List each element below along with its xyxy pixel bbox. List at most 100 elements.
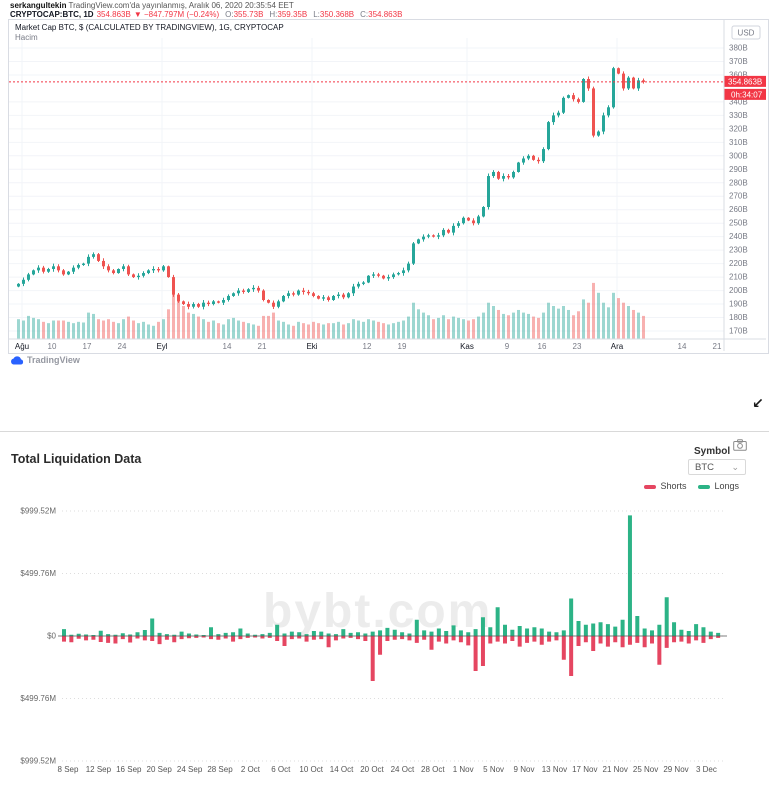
candle-body <box>507 176 510 178</box>
short-bar <box>91 636 96 640</box>
longs-swatch <box>698 484 711 489</box>
price-axis-label: 290B <box>729 165 748 174</box>
short-bar <box>547 636 552 642</box>
volume-bar <box>497 309 500 339</box>
time-axis-label: 24 <box>118 342 127 351</box>
candle-body <box>202 302 205 307</box>
short-bar <box>135 636 140 639</box>
resize-arrow-icon[interactable]: ↙ <box>752 395 764 411</box>
short-bar <box>98 636 103 642</box>
time-axis-label: 19 <box>398 342 407 351</box>
time-axis-label: 24 Sep <box>177 765 203 774</box>
candle-body <box>467 217 470 221</box>
long-bar <box>106 634 111 636</box>
short-bar <box>694 636 699 641</box>
camera-icon[interactable] <box>733 438 747 451</box>
legend-item-shorts[interactable]: Shorts <box>644 481 686 491</box>
long-bar <box>333 634 338 636</box>
volume-bar <box>337 321 340 339</box>
candle-body <box>417 239 420 244</box>
tradingview-cloud-icon <box>11 355 24 364</box>
legend-item-longs[interactable]: Longs <box>698 481 739 491</box>
volume-bar <box>552 306 555 339</box>
candle-body <box>87 256 90 264</box>
candle-body <box>27 274 30 280</box>
volume-bar <box>502 313 505 339</box>
long-bar <box>451 625 456 636</box>
candle-body <box>637 80 640 89</box>
volume-bar <box>242 321 245 339</box>
candle-body <box>217 301 220 303</box>
volume-bar <box>277 320 280 339</box>
long-bar <box>297 632 302 636</box>
volume-bar <box>247 323 250 339</box>
candle-body <box>67 271 70 275</box>
tradingview-logo-text: TradingView <box>27 355 80 365</box>
chart-legend[interactable]: Market Cap BTC, $ (CALCULATED BY TRADING… <box>15 23 284 43</box>
long-bar <box>436 628 441 636</box>
long-bar <box>363 633 368 636</box>
candle-body <box>92 254 95 257</box>
symbol-select[interactable]: BTC ⌄ <box>688 459 746 475</box>
time-axis-label: 21 <box>258 342 267 351</box>
candle-body <box>482 207 485 217</box>
volume-bar <box>292 325 295 339</box>
candle-body <box>242 290 245 292</box>
volume-bar <box>102 320 105 339</box>
candle-body <box>577 99 580 102</box>
short-bar <box>370 636 375 681</box>
short-bar <box>605 636 610 647</box>
volume-bar <box>617 298 620 339</box>
long-bar <box>532 627 537 636</box>
short-bar <box>282 636 287 646</box>
short-bar <box>341 636 346 639</box>
long-bar <box>672 622 677 636</box>
candle-body <box>97 254 100 261</box>
volume-bar <box>407 316 410 339</box>
volume-bar <box>297 321 300 339</box>
time-axis-label: 24 Oct <box>391 765 415 774</box>
candle-body <box>347 293 350 298</box>
time-axis-label: 14 <box>678 342 687 351</box>
short-bar <box>289 636 294 640</box>
last-price: 354.863B <box>96 10 131 19</box>
short-bar <box>679 636 684 642</box>
volume-bar <box>472 319 475 339</box>
volume-bar <box>327 323 330 339</box>
long-bar <box>142 630 147 636</box>
market-cap-chart-canvas[interactable]: 380B 370B 360B 340B 330B 320B 310B 300B 290B 280B… <box>9 20 766 351</box>
long-bar <box>311 631 316 636</box>
short-bar <box>503 636 507 644</box>
candle-body <box>162 266 165 271</box>
volume-bar <box>377 321 380 339</box>
volume-bar <box>577 311 580 339</box>
long-bar <box>128 634 133 636</box>
long-bar <box>473 629 478 636</box>
symbol-name: CRYPTOCAP:BTC, 1D <box>10 10 94 19</box>
short-bar <box>150 636 155 641</box>
volume-bar <box>547 302 550 339</box>
long-bar <box>679 629 684 636</box>
candle-body <box>77 264 80 268</box>
candle-body <box>182 301 185 305</box>
volume-bar <box>162 319 165 339</box>
volume-bar <box>32 317 35 339</box>
long-bar <box>289 631 294 636</box>
currency-button[interactable] <box>731 25 761 40</box>
time-axis-label: 16 <box>538 342 547 351</box>
candle-body <box>147 270 150 274</box>
long-bar <box>701 627 706 636</box>
candle-body <box>17 283 20 287</box>
short-bar <box>407 636 412 641</box>
price-axis-label: 170B <box>729 326 748 335</box>
long-bar <box>708 631 713 636</box>
tradingview-logo[interactable]: TradingView <box>10 355 80 365</box>
short-bar <box>708 636 713 640</box>
long-bar <box>194 634 199 636</box>
time-axis-label: 25 Nov <box>633 765 658 774</box>
short-bar <box>128 636 133 643</box>
open-label: O: <box>225 10 234 19</box>
short-bar <box>378 636 383 655</box>
long-bar <box>304 634 309 636</box>
